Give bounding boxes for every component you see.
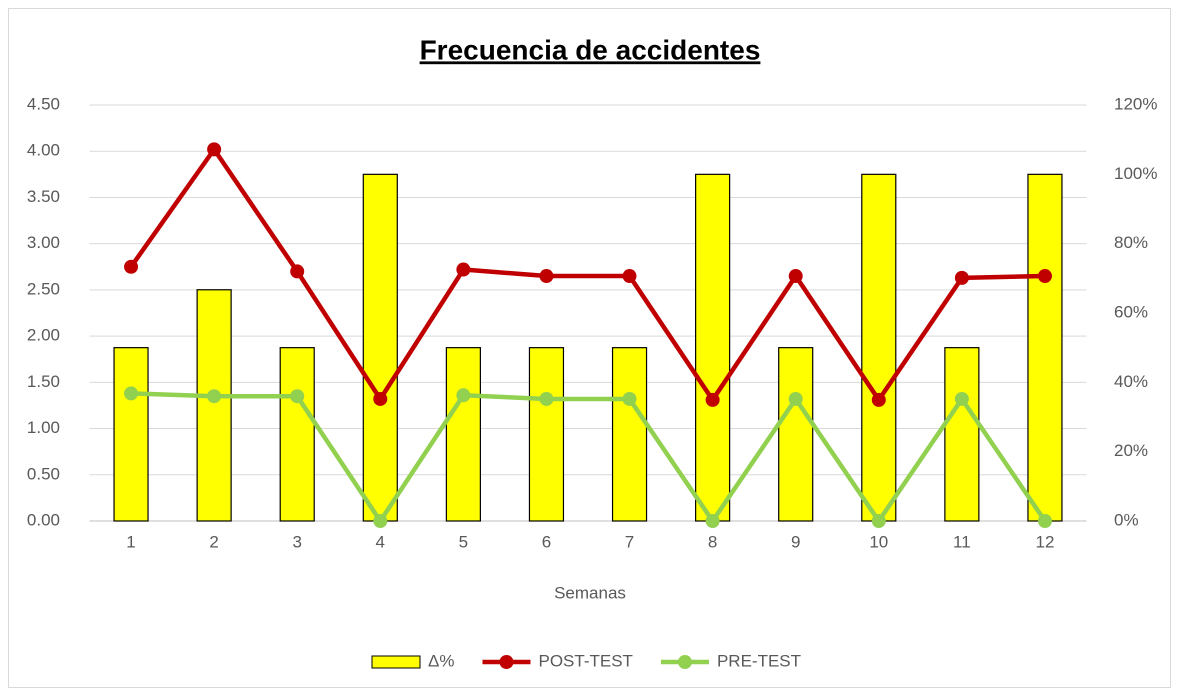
x-tick-label: 12 [1035, 532, 1054, 551]
marker [622, 391, 637, 406]
marker [954, 270, 969, 285]
marker [539, 269, 554, 284]
y-tick-label: 1.50 [27, 372, 60, 391]
marker [456, 388, 471, 403]
y2-tick-label: 40% [1114, 372, 1148, 391]
x-tick-label: 6 [542, 532, 551, 551]
line [130, 391, 1047, 524]
y2-tick-label: 0% [1114, 510, 1139, 529]
legend-label: POST-TEST [538, 651, 632, 670]
x-tick-label: 3 [292, 532, 301, 551]
bar [362, 173, 398, 522]
bar [861, 173, 897, 522]
bar [695, 173, 731, 522]
x-tick-label: 2 [209, 532, 218, 551]
y-tick-label: 4.00 [27, 141, 60, 160]
marker [373, 514, 388, 528]
marker [622, 269, 637, 284]
marker [290, 264, 305, 279]
line [129, 147, 1046, 403]
x-tick-label: 7 [625, 532, 634, 551]
y-tick-label: 2.00 [27, 326, 60, 345]
marker [456, 262, 471, 277]
bar [445, 347, 481, 522]
y2-tick-label: 20% [1114, 441, 1148, 460]
bar [113, 347, 149, 522]
bar [196, 289, 232, 522]
y-tick-label: 1.00 [27, 418, 60, 437]
y-tick-label: 0.00 [27, 510, 60, 529]
bar [1027, 173, 1063, 522]
bar [528, 347, 565, 522]
y-tick-label: 2.50 [27, 279, 60, 298]
legend-label: Δ% [428, 651, 454, 670]
bar [279, 347, 315, 522]
chart-title: Frecuencia de accidentes [420, 34, 761, 65]
marker [705, 392, 720, 407]
x-tick-label: 11 [953, 532, 971, 551]
bar [944, 347, 980, 522]
x-tick-label: 9 [791, 532, 800, 551]
marker [788, 391, 803, 406]
x-tick-label: 8 [708, 532, 717, 551]
bar [778, 347, 814, 522]
y-tick-label: 0.50 [27, 464, 60, 483]
y-tick-label: 4.50 [27, 94, 60, 113]
y2-tick-label: 120% [1114, 94, 1157, 113]
x-tick-label: 5 [459, 532, 468, 551]
legend-marker [677, 655, 692, 669]
marker [373, 391, 388, 406]
marker [539, 391, 554, 406]
marker [788, 269, 803, 284]
x-tick-label: 1 [126, 532, 135, 551]
y-tick-label: 3.50 [27, 187, 60, 206]
legend-swatch [371, 655, 421, 669]
bar [611, 347, 648, 522]
legend-marker [499, 655, 514, 669]
x-axis-title: Semanas [554, 583, 626, 602]
y2-tick-label: 100% [1114, 164, 1157, 183]
marker [207, 389, 222, 404]
marker [871, 514, 886, 528]
marker [954, 391, 969, 406]
marker [124, 259, 139, 274]
legend-label: PRE-TEST [717, 651, 801, 670]
y2-tick-label: 60% [1114, 302, 1148, 321]
x-tick-label: 4 [376, 532, 385, 551]
y2-tick-label: 80% [1114, 233, 1148, 252]
marker [1037, 269, 1052, 284]
marker [124, 386, 139, 401]
marker [207, 142, 222, 157]
x-tick-label: 10 [869, 532, 888, 551]
marker [705, 514, 720, 528]
marker [1037, 514, 1052, 528]
marker [871, 392, 886, 407]
marker [290, 389, 305, 404]
y-tick-label: 3.00 [27, 233, 60, 252]
